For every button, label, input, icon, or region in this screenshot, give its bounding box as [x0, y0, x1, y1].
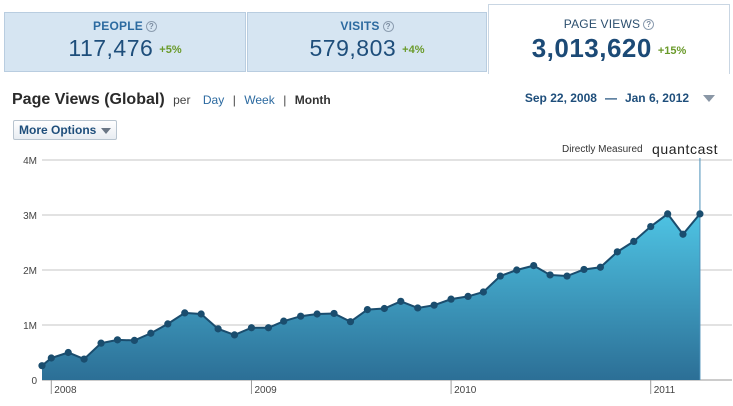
data-point[interactable]	[447, 295, 455, 303]
data-point[interactable]	[546, 271, 554, 279]
data-point[interactable]	[330, 309, 338, 318]
tab-page-views-value: 3,013,620	[531, 33, 652, 63]
data-point[interactable]	[97, 339, 105, 347]
data-point[interactable]	[380, 304, 388, 313]
tab-page-views-label: PAGE VIEWS	[563, 17, 641, 31]
y-tick-label: 2M	[23, 266, 37, 277]
data-point[interactable]	[47, 354, 55, 362]
quantcast-logo: quantcast	[652, 141, 719, 157]
data-point[interactable]	[247, 324, 256, 332]
per-label: per	[173, 93, 191, 107]
y-tick-label: 4M	[23, 156, 37, 167]
data-points	[38, 210, 704, 370]
tab-page-views[interactable]: PAGE VIEWS? 3,013,620 +15%	[488, 4, 730, 74]
period-day-link[interactable]: Day	[202, 93, 225, 107]
data-point[interactable]	[664, 210, 672, 218]
data-point[interactable]	[80, 355, 88, 363]
tab-visits-label: VISITS	[340, 19, 380, 33]
data-point[interactable]	[38, 362, 46, 370]
date-start: Sep 22, 2008	[524, 91, 597, 105]
period-separator: |	[283, 93, 287, 107]
axis-labels: 0 1M 2M 3M 4M 2008 2009 2010 2011	[23, 156, 676, 396]
tab-people-value: 117,476	[68, 35, 154, 61]
data-point[interactable]	[297, 312, 305, 320]
data-point[interactable]	[197, 310, 205, 318]
chevron-down-icon[interactable]	[703, 95, 715, 102]
data-point[interactable]	[647, 222, 655, 231]
data-point[interactable]	[214, 325, 222, 333]
data-point[interactable]	[264, 324, 273, 332]
tab-people-change: +5%	[159, 44, 182, 56]
data-point[interactable]	[113, 336, 122, 344]
data-point[interactable]	[280, 317, 288, 325]
chevron-down-icon	[101, 128, 112, 134]
chart-title: Page Views (Global)	[12, 91, 165, 108]
tab-visits-change: +4%	[402, 44, 425, 56]
directly-measured-label: Directly Measured	[562, 144, 643, 155]
more-options-button[interactable]: More Options	[13, 120, 118, 140]
x-tick-label: 2011	[654, 385, 676, 396]
x-tick-label: 2009	[254, 385, 277, 396]
x-tick-label: 2008	[54, 385, 77, 396]
data-point[interactable]	[397, 297, 405, 305]
data-point[interactable]	[414, 304, 422, 312]
data-point[interactable]	[479, 288, 487, 296]
data-point[interactable]	[130, 336, 139, 344]
chart-header: Page Views (Global) per Day | Week | Mon…	[12, 91, 727, 111]
data-point[interactable]	[580, 265, 588, 274]
data-point[interactable]	[147, 329, 155, 337]
tab-people[interactable]: PEOPLE? 117,476 +5%	[4, 12, 246, 72]
date-separator: —	[604, 91, 617, 105]
data-point[interactable]	[181, 309, 189, 317]
tab-page-views-change: +15%	[657, 45, 687, 57]
data-point[interactable]	[230, 331, 239, 339]
data-point[interactable]	[679, 230, 687, 238]
help-icon[interactable]: ?	[145, 21, 157, 32]
y-tick-label: 1M	[23, 321, 37, 332]
data-point[interactable]	[530, 262, 538, 270]
data-point[interactable]	[563, 272, 571, 280]
period-month-link[interactable]: Month	[294, 93, 331, 107]
period-week-link[interactable]: Week	[244, 93, 275, 107]
data-point[interactable]	[596, 263, 604, 271]
data-point[interactable]	[363, 306, 372, 314]
period-separator: |	[232, 93, 236, 107]
y-tick-label: 3M	[23, 211, 37, 222]
data-point[interactable]	[430, 301, 438, 309]
tab-people-label: PEOPLE	[93, 19, 143, 33]
area-fill	[42, 213, 700, 380]
data-point[interactable]	[496, 272, 504, 280]
metric-tabs: PEOPLE? 117,476 +5% VISITS? 579,803 +4% PA…	[0, 0, 733, 74]
date-range-selector[interactable]: Sep 22, 2008 — Jan 6, 2012	[525, 91, 715, 105]
data-point[interactable]	[613, 248, 621, 256]
data-point[interactable]	[313, 310, 321, 318]
more-options-label: More Options	[19, 123, 97, 137]
help-icon[interactable]: ?	[643, 19, 655, 30]
y-tick-label: 0	[31, 376, 37, 387]
page-views-chart: 0 1M 2M 3M 4M 2008 2009 2010 2011	[23, 156, 732, 396]
data-point[interactable]	[346, 318, 355, 326]
help-icon[interactable]: ?	[382, 21, 394, 32]
tab-visits-value: 579,803	[309, 35, 397, 61]
data-point[interactable]	[164, 320, 172, 328]
date-end: Jan 6, 2012	[624, 91, 689, 105]
data-point[interactable]	[464, 292, 472, 300]
tab-visits[interactable]: VISITS? 579,803 +4%	[247, 12, 487, 72]
x-tick-label: 2010	[454, 385, 477, 396]
data-point[interactable]	[64, 348, 72, 357]
data-point[interactable]	[630, 237, 638, 245]
data-point[interactable]	[513, 266, 521, 274]
data-point[interactable]	[696, 210, 704, 218]
